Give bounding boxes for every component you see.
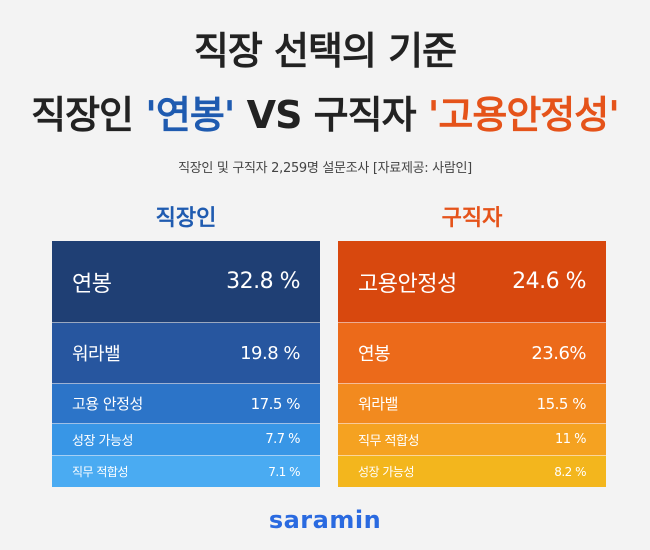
jobseeker-rank-row: 연봉 23.6% [338,323,606,384]
survey-source: 직장인 및 구직자 2,259명 설문조사 [자료제공: 사람인] [178,161,472,176]
main-title: 직장 선택의 기준 [193,29,457,73]
rank-value: 23.6% [531,342,586,364]
comparison-title-mid: VS 구직자 [234,93,428,137]
rank-label: 워라밸 [358,395,398,413]
rank-value: 24.6 % [512,269,586,294]
employee-rank-row: 직무 적합성 7.1 % [52,456,320,487]
jobseeker-rank-row: 고용안정성 24.6 % [338,241,606,323]
comparison-title: 직장인 '연봉' VS 구직자 '고용안정성' [0,84,650,139]
rank-value: 7.1 % [268,464,300,479]
rank-label: 성장 가능성 [358,465,415,479]
rank-label: 직무 적합성 [72,465,129,479]
saramin-logo: saramin [268,506,382,534]
jobseeker-heading: 구직자 [441,206,503,231]
comparison-title-prefix: 직장인 [31,93,146,137]
comparison-title-highlight-salary: '연봉' [145,93,235,137]
rank-label: 연봉 [72,271,112,297]
rank-value: 17.5 % [250,394,301,413]
jobseeker-ranking-panel: 고용안정성 24.6 % 연봉 23.6% 워라밸 15.5 % 직무 적합성 … [338,241,606,487]
rank-label: 워라밸 [72,344,121,365]
rank-label: 고용 안정성 [72,395,143,413]
jobseeker-rank-row: 성장 가능성 8.2 % [338,456,606,487]
rank-label: 연봉 [358,344,391,365]
rank-label: 직무 적합성 [358,434,419,449]
rank-label: 성장 가능성 [72,434,133,449]
jobseeker-rank-row: 워라밸 15.5 % [338,384,606,424]
rank-value: 7.7 % [265,432,300,447]
employee-rank-row: 워라밸 19.8 % [52,323,320,384]
rank-label: 고용안정성 [358,271,457,297]
employee-rank-row: 고용 안정성 17.5 % [52,384,320,424]
employee-rank-row: 연봉 32.8 % [52,241,320,323]
rank-value: 11 % [554,432,587,447]
employee-rank-row: 성장 가능성 7.7 % [52,424,320,456]
rank-value: 32.8 % [226,269,300,294]
rank-value: 15.5 % [536,394,587,413]
comparison-title-highlight-stability: '고용안정성' [427,93,620,137]
rank-value: 19.8 % [240,342,300,364]
employee-ranking-panel: 연봉 32.8 % 워라밸 19.8 % 고용 안정성 17.5 % 성장 가능… [52,241,320,487]
employee-heading: 직장인 [155,206,217,231]
rank-value: 8.2 % [554,464,586,479]
jobseeker-rank-row: 직무 적합성 11 % [338,424,606,456]
